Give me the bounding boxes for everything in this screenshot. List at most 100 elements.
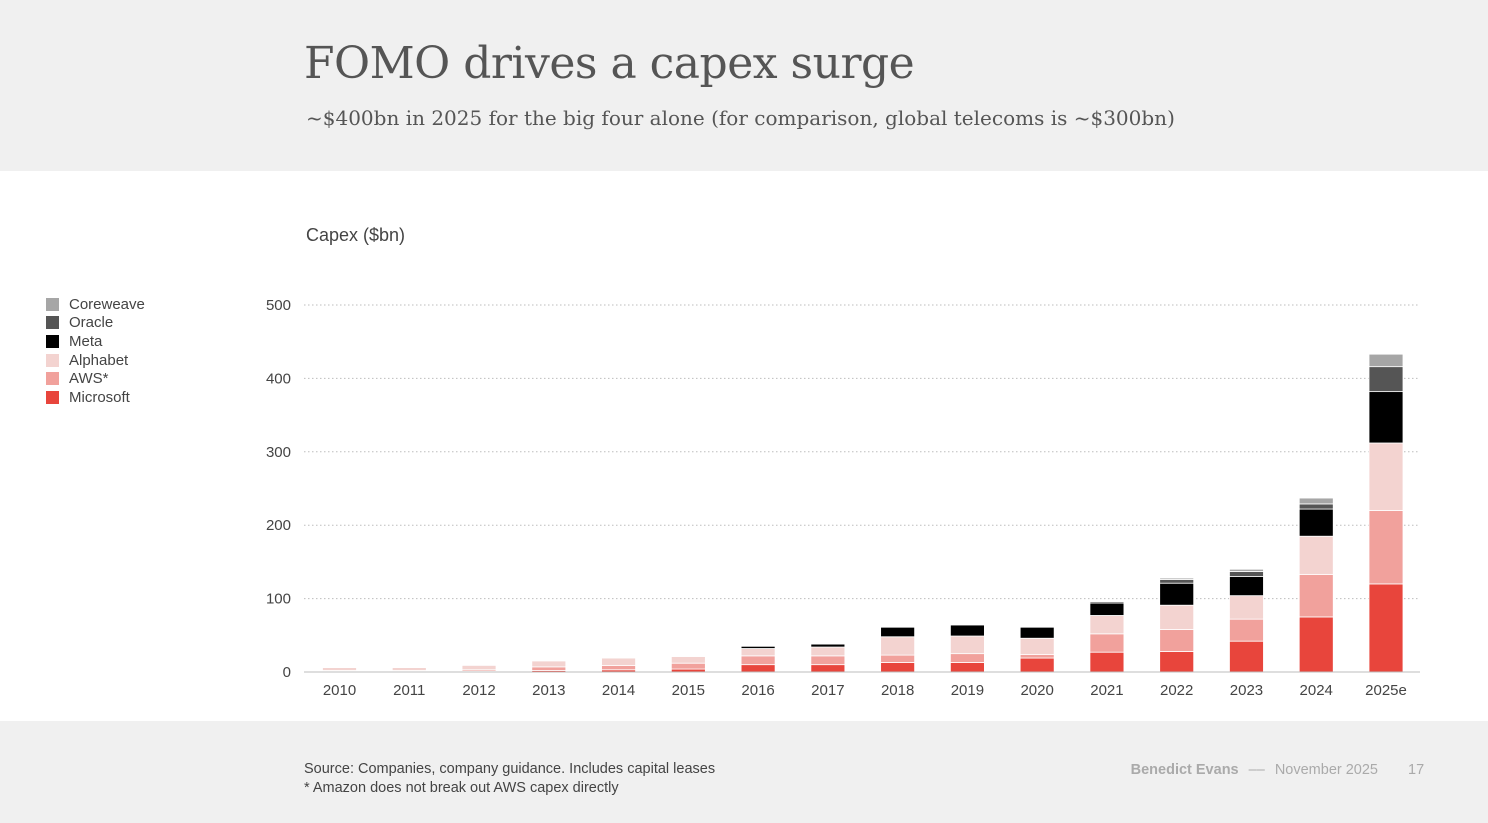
bar-segment — [1298, 497, 1334, 505]
bar-segment — [810, 664, 846, 673]
bar-segment — [740, 645, 776, 649]
bar-segment — [1229, 568, 1264, 572]
bar-segment — [880, 636, 916, 656]
source-line: Source: Companies, company guidance. Inc… — [304, 761, 716, 777]
x-tick-label: 2020 — [1020, 682, 1053, 699]
bar-segment — [1368, 353, 1404, 368]
bar-segment — [1229, 571, 1264, 577]
bar-segment — [1159, 604, 1195, 630]
bar-segment — [1019, 626, 1055, 639]
header-band — [0, 0, 1488, 171]
y-axis-label: Capex ($bn) — [306, 225, 406, 245]
bar-segment — [391, 667, 427, 671]
bar-segment — [461, 664, 497, 671]
legend-swatch — [46, 334, 59, 348]
bar-segment — [740, 655, 776, 666]
y-tick-label: 300 — [266, 444, 291, 461]
legend-swatch — [46, 316, 59, 330]
y-tick-label: 0 — [283, 664, 291, 681]
legend-label: Meta — [69, 332, 103, 350]
bar-segment — [1159, 582, 1195, 606]
bar-segment — [601, 664, 636, 671]
bar-segment — [670, 662, 706, 670]
bar-segment — [880, 654, 916, 663]
legend-label: Coreweave — [69, 295, 145, 313]
source-note: Source: Companies, company guidance. Inc… — [304, 760, 715, 798]
x-tick-label: 2010 — [323, 682, 356, 699]
bar-segment — [1368, 442, 1404, 511]
footer-band — [0, 721, 1488, 823]
bar-segment — [1368, 510, 1404, 585]
bar-segment — [1368, 366, 1404, 393]
legend-swatch — [46, 390, 59, 404]
bar-segment — [1089, 633, 1125, 653]
legend-item: Meta — [46, 332, 145, 351]
bar-segment — [531, 666, 567, 671]
bar-segment — [740, 664, 776, 673]
bar-segment — [1019, 637, 1055, 655]
legend-swatch — [46, 353, 59, 367]
bar-segment — [1089, 615, 1125, 635]
y-tick-label: 500 — [266, 297, 291, 314]
author-name: Benedict Evans — [1130, 762, 1239, 778]
footnote-line: * Amazon does not break out AWS capex di… — [304, 780, 619, 796]
bar-segment — [1298, 508, 1334, 537]
bar-segment — [1159, 577, 1195, 580]
bar-segment — [880, 662, 916, 673]
bar-segment — [1089, 600, 1125, 602]
legend-label: Microsoft — [69, 388, 130, 406]
page-number: 17 — [1408, 762, 1425, 778]
byline-separator: –– — [1248, 762, 1265, 778]
x-tick-label: 2025e — [1365, 682, 1407, 699]
bar-segment — [950, 624, 985, 637]
byline-date: November 2025 — [1274, 762, 1378, 778]
legend-label: Alphabet — [69, 351, 129, 369]
byline: Benedict Evans –– November 2025 — [1131, 762, 1378, 778]
x-tick-label: 2017 — [811, 682, 844, 699]
bar-segment — [950, 662, 985, 673]
bar-segment — [740, 648, 776, 657]
bar-segment — [1298, 535, 1334, 575]
bar-segment — [1229, 576, 1264, 597]
bar-segment — [1159, 651, 1195, 673]
bar-segment — [1159, 629, 1195, 652]
bar-segment — [810, 646, 846, 657]
x-tick-label: 2013 — [532, 682, 565, 699]
bar-segment — [601, 657, 636, 666]
bar-segment — [1229, 640, 1264, 673]
x-tick-label: 2016 — [741, 682, 774, 699]
bar-segment — [670, 656, 706, 664]
slide-subtitle: ~$400bn in 2025 for the big four alone (… — [306, 106, 1175, 130]
x-tick-label: 2021 — [1090, 682, 1123, 699]
bar-segment — [1089, 651, 1125, 673]
bar-segment — [1368, 583, 1404, 673]
x-tick-label: 2019 — [951, 682, 984, 699]
legend-item: AWS* — [46, 369, 145, 388]
y-tick-label: 200 — [266, 517, 291, 534]
bar-segment — [810, 655, 846, 666]
x-tick-label: 2022 — [1160, 682, 1193, 699]
bar-segment — [1089, 602, 1125, 616]
legend-item: Oracle — [46, 314, 145, 333]
bar-segment — [1298, 503, 1334, 510]
legend-item: Microsoft — [46, 388, 145, 407]
bar-segment — [1019, 657, 1055, 673]
x-tick-label: 2011 — [393, 682, 425, 699]
chart-legend: Coreweave Oracle Meta Alphabet AWS* Microsoft — [46, 295, 145, 407]
bar-segment — [950, 653, 985, 663]
bar-segment — [810, 643, 846, 648]
bar-segment — [1368, 391, 1404, 444]
y-tick-label: 100 — [266, 591, 291, 608]
bar-segment — [880, 626, 916, 638]
bar-segment — [950, 635, 985, 655]
legend-item: Alphabet — [46, 351, 145, 370]
bar-segment — [1229, 618, 1264, 642]
legend-label: Oracle — [69, 314, 114, 332]
x-tick-label: 2024 — [1300, 682, 1333, 699]
legend-swatch — [46, 372, 59, 386]
bar-segment — [1298, 616, 1334, 673]
x-tick-label: 2014 — [602, 682, 635, 699]
bar-segment — [1298, 573, 1334, 618]
bar-segment — [1159, 579, 1195, 584]
x-tick-label: 2015 — [672, 682, 705, 699]
